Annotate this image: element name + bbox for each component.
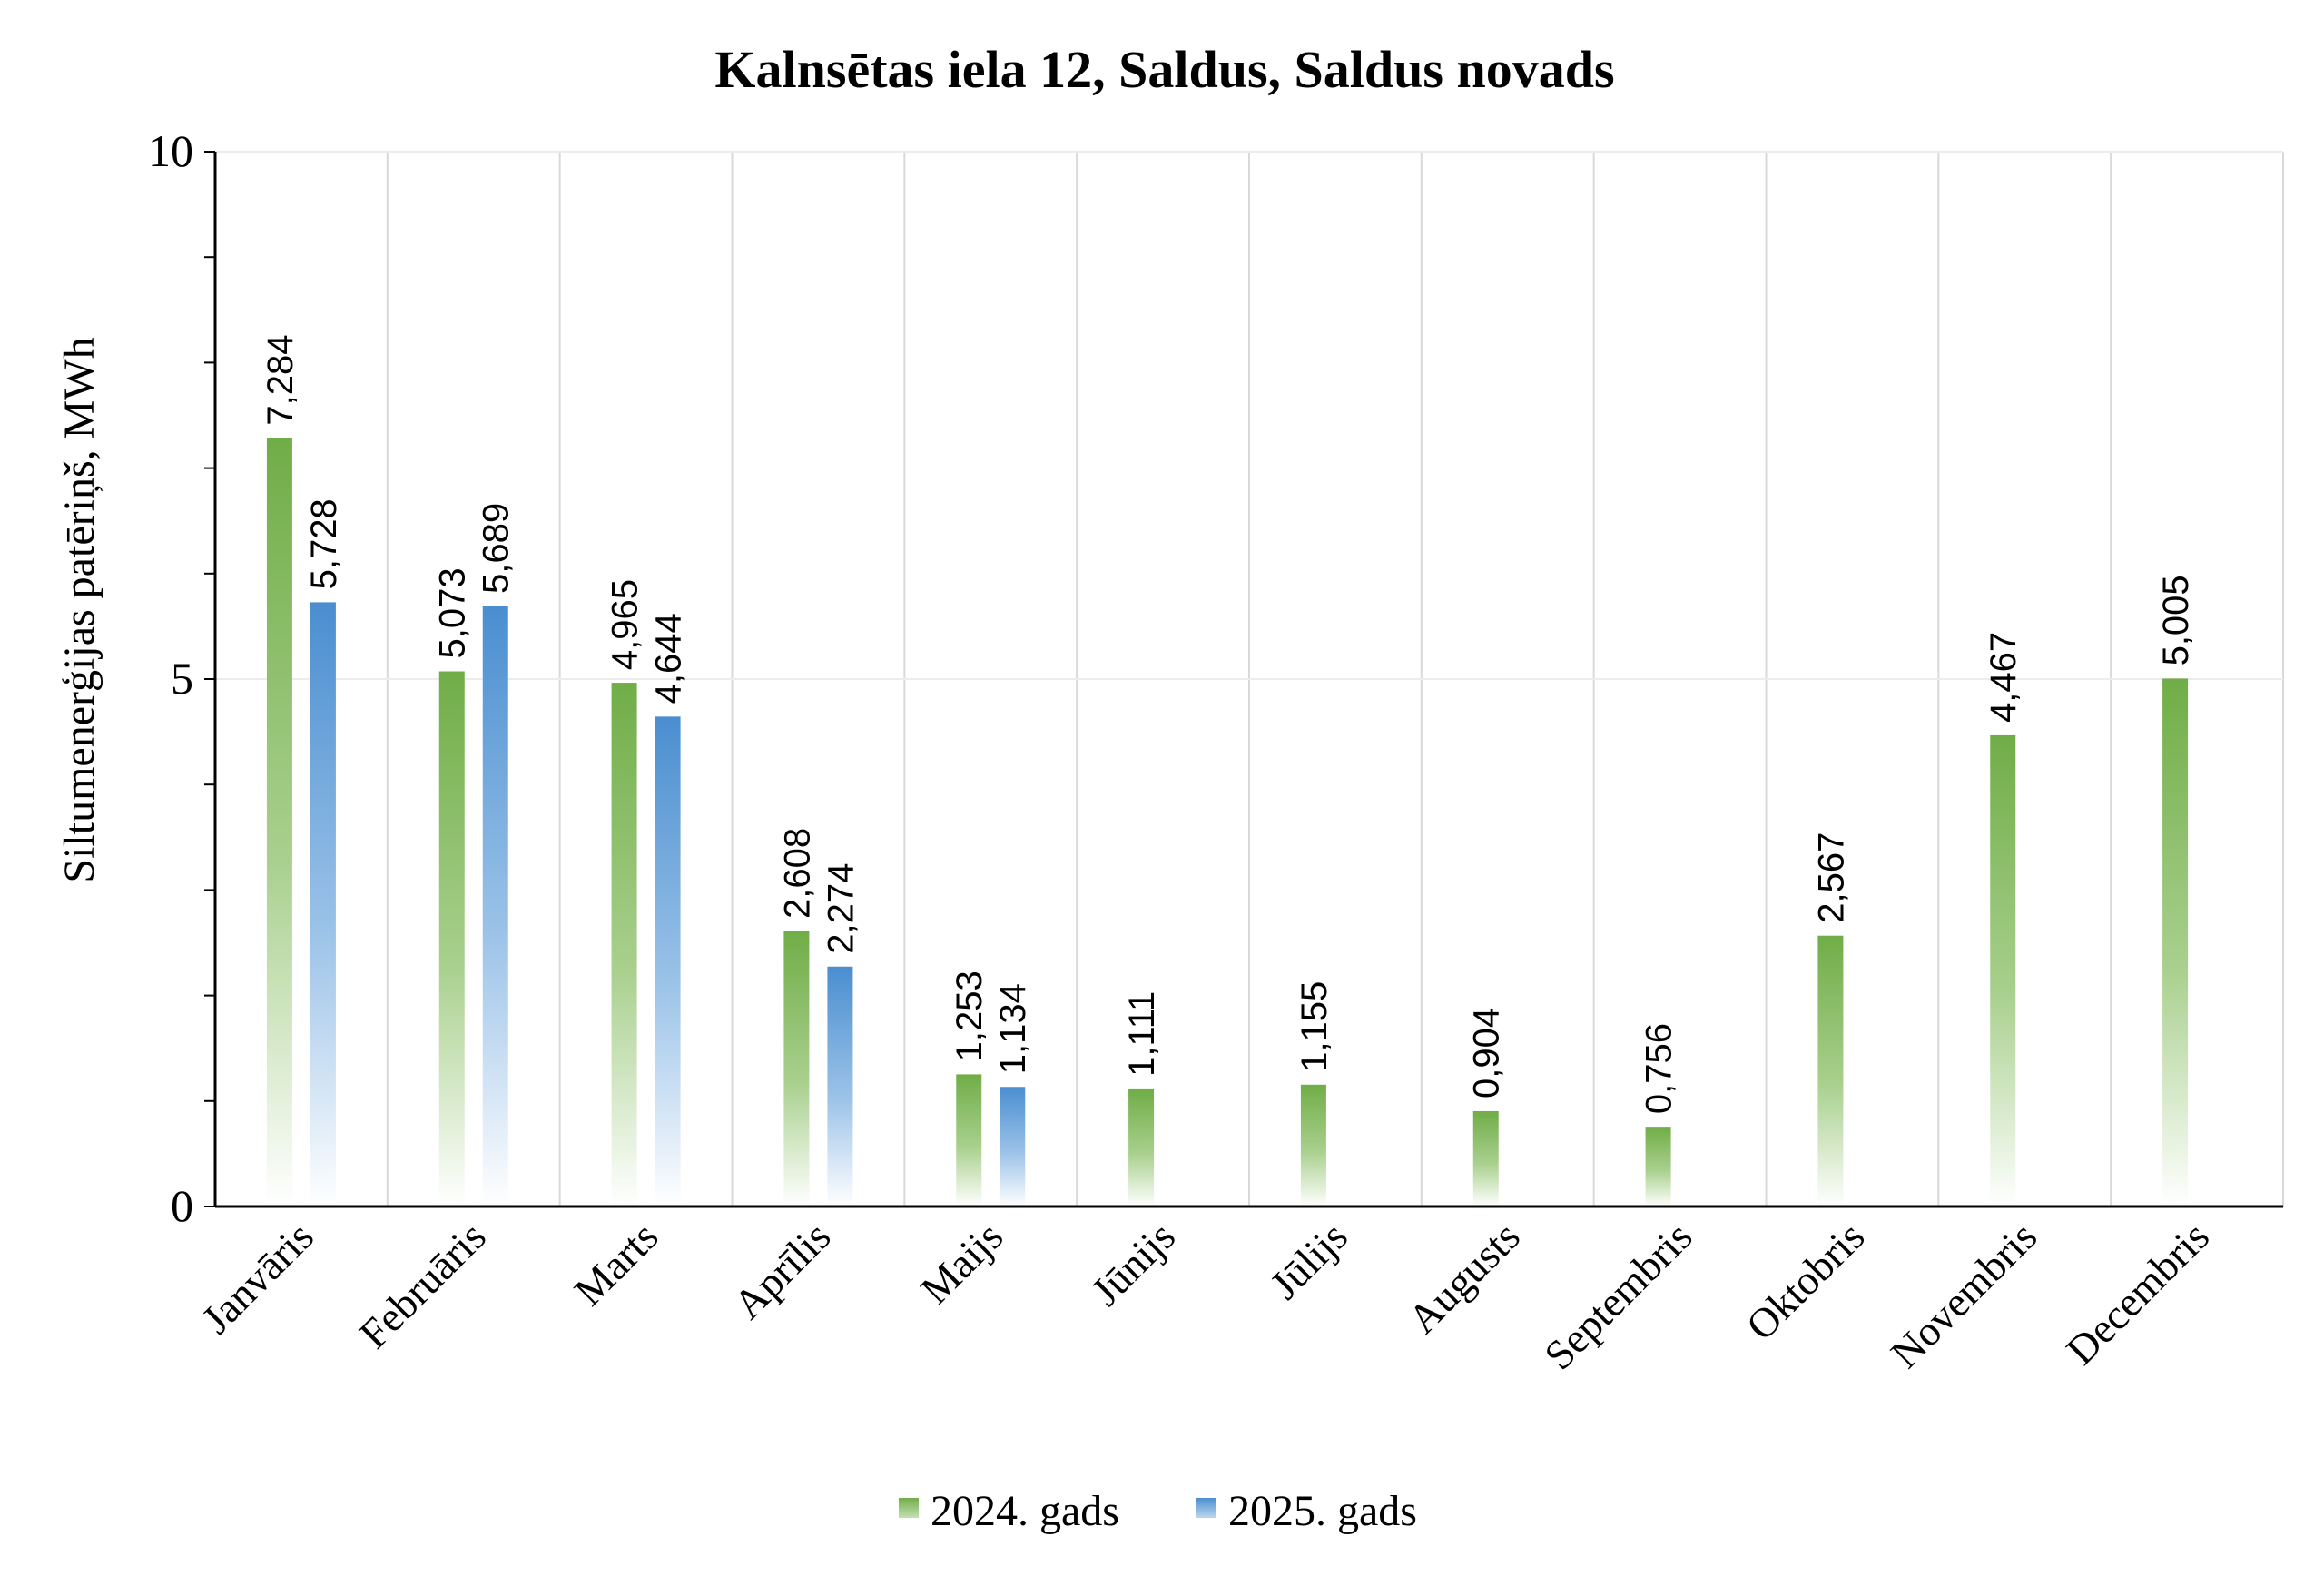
data-label: 1,134 bbox=[993, 983, 1033, 1074]
bar-2024 bbox=[956, 1074, 982, 1207]
bar-2024 bbox=[611, 683, 637, 1207]
x-tick-label: Septembris bbox=[1535, 1213, 1700, 1378]
gridlines bbox=[215, 151, 2284, 1207]
axes bbox=[204, 151, 2283, 1208]
data-label: 2,274 bbox=[821, 863, 861, 954]
data-label: 2,608 bbox=[777, 828, 817, 919]
bar-2025 bbox=[310, 602, 336, 1207]
bar-2024 bbox=[438, 671, 465, 1207]
x-tick-label: Decembris bbox=[2057, 1213, 2218, 1374]
x-tick-label: Marts bbox=[566, 1213, 667, 1315]
bar-2024 bbox=[1990, 734, 2016, 1207]
bar-2025 bbox=[482, 606, 508, 1207]
y-tick-label: 5 bbox=[171, 653, 193, 704]
data-label: 1,253 bbox=[950, 970, 990, 1061]
bars bbox=[266, 438, 2189, 1207]
chart-title: Kalnsētas iela 12, Saldus, Saldus novads bbox=[714, 40, 1614, 99]
legend-label-2025: 2025. gads bbox=[1228, 1487, 1417, 1535]
data-label: 2,567 bbox=[1811, 832, 1851, 923]
legend-swatch-2025 bbox=[1196, 1498, 1216, 1518]
data-label: 5,073 bbox=[433, 567, 473, 658]
bar-2024 bbox=[266, 438, 292, 1207]
data-label: 4,644 bbox=[649, 613, 689, 704]
bar-2025 bbox=[1000, 1087, 1026, 1207]
x-tick-label: Jūnijs bbox=[1082, 1213, 1184, 1315]
bar-2024 bbox=[1645, 1127, 1671, 1207]
x-tick-label: Februāris bbox=[350, 1213, 495, 1357]
bar-2024 bbox=[1817, 935, 1844, 1207]
bar-2024 bbox=[1300, 1084, 1326, 1207]
data-labels: 7,284 5,073 4,965 2,608 1,253 1,111 1,155 0,904… bbox=[261, 334, 2196, 1114]
x-tick-label: Novembris bbox=[1882, 1213, 2046, 1377]
data-label: 4,467 bbox=[1984, 632, 2024, 723]
bar-2025 bbox=[655, 716, 681, 1207]
bar-2025 bbox=[827, 966, 853, 1207]
x-tick-label: Aprīlis bbox=[724, 1213, 839, 1327]
y-tick-label: 10 bbox=[148, 125, 193, 176]
data-label: 0,904 bbox=[1467, 1008, 1507, 1098]
x-tick-label: Oktobris bbox=[1738, 1213, 1874, 1349]
bar-2024 bbox=[783, 931, 810, 1207]
bar-2024 bbox=[2162, 678, 2189, 1207]
x-tick-label: Janvāris bbox=[192, 1213, 322, 1343]
data-label: 1,111 bbox=[1122, 991, 1162, 1077]
data-label: 5,728 bbox=[304, 498, 344, 589]
data-label: 1,155 bbox=[1295, 981, 1334, 1072]
data-label: 4,965 bbox=[606, 579, 645, 670]
bar-2024 bbox=[1472, 1110, 1499, 1207]
x-tick-label: Jūlijs bbox=[1261, 1213, 1356, 1308]
x-tick-label: Maijs bbox=[911, 1213, 1011, 1313]
legend-swatch-2024 bbox=[899, 1498, 919, 1518]
data-label: 0,756 bbox=[1640, 1023, 1679, 1114]
data-label: 7,284 bbox=[261, 334, 300, 425]
y-axis-title: Siltumenerģijas patēriņš, MWh bbox=[55, 337, 103, 882]
data-label: 5,689 bbox=[477, 503, 517, 594]
data-label: 5,005 bbox=[2156, 575, 2196, 665]
legend: 2024. gads 2025. gads bbox=[899, 1487, 1417, 1535]
legend-label-2024: 2024. gads bbox=[931, 1487, 1119, 1535]
x-tick-label: Augusts bbox=[1399, 1213, 1529, 1343]
bar-2024 bbox=[1128, 1088, 1155, 1207]
y-tick-label: 0 bbox=[171, 1180, 193, 1231]
x-tick-labels: Janvāris Februāris Marts Aprīlis Maijs Jūnijs… bbox=[192, 1213, 2218, 1378]
y-tick-labels: 0 5 10 bbox=[148, 125, 193, 1231]
